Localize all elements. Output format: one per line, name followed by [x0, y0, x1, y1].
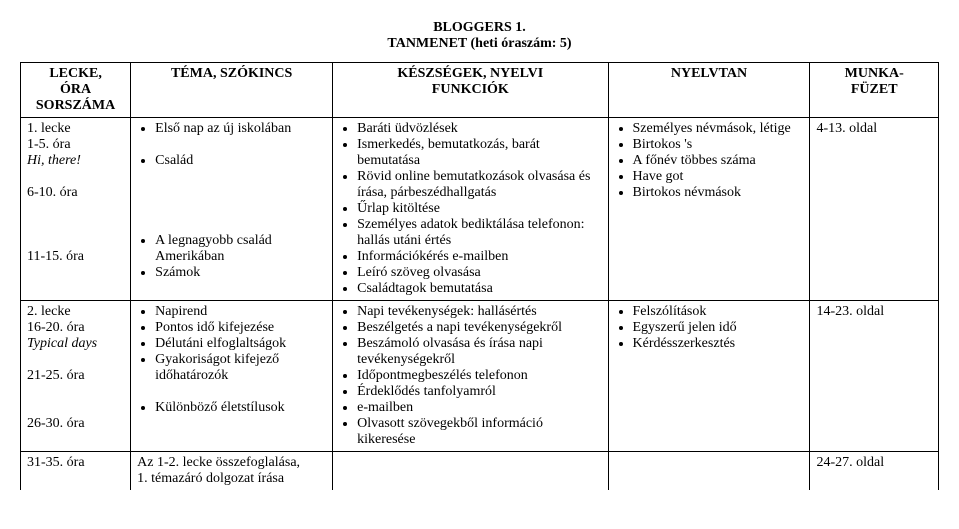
header-skills: KÉSZSÉGEK, NYELVI FUNKCIÓK [333, 63, 608, 118]
list-item: Olvasott szövegekből információ kikeresé… [357, 416, 601, 448]
list-item: Birtokos 's [633, 137, 804, 153]
header-workbook: MUNKA- FÜZET [810, 63, 939, 118]
list-item: Beszélgetés a napi tevékenységekről [357, 320, 601, 336]
cell-skills [333, 452, 608, 491]
lesson-text: Hi, there! [27, 153, 81, 168]
lesson-text: 6-10. óra [27, 185, 78, 200]
cell-skills: Baráti üdvözlések Ismerkedés, bemutatkoz… [333, 118, 608, 301]
list-item: Érdeklődés tanfolyamról [357, 384, 601, 400]
hdr-text: MUNKA- [845, 66, 904, 81]
list-item: Birtokos névmások [633, 185, 804, 201]
cell-lesson: 2. lecke 16-20. óra Typical days 21-25. … [21, 301, 131, 452]
list-item: Információkérés e-mailben [357, 249, 601, 265]
lesson-text: 1-5. óra [27, 137, 71, 152]
list-item: Első nap az új iskolában [155, 121, 326, 137]
table-header-row: LECKE, ÓRA SORSZÁMA TÉMA, SZÓKINCS KÉSZS… [21, 63, 939, 118]
hdr-text: SORSZÁMA [36, 98, 115, 113]
hdr-text: FÜZET [851, 82, 898, 97]
list-item: Napi tevékenységek: hallásértés [357, 304, 601, 320]
cell-text: 1. témazáró dolgozat írása [137, 471, 284, 486]
list-item: Leíró szöveg olvasása [357, 265, 601, 281]
curriculum-table: LECKE, ÓRA SORSZÁMA TÉMA, SZÓKINCS KÉSZS… [20, 62, 939, 491]
title-line-1: BLOGGERS 1. [20, 20, 939, 36]
list-item: Család [155, 153, 326, 169]
list-item: Egyszerű jelen idő [633, 320, 804, 336]
list-item: Pontos idő kifejezése [155, 320, 326, 336]
list-item: Have got [633, 169, 804, 185]
lesson-text: Typical days [27, 336, 97, 351]
list-item: Kérdésszerkesztés [633, 336, 804, 352]
lesson-text: 1. lecke [27, 121, 71, 136]
list-item: Gyakoriságot kifejező időhatározók [155, 352, 326, 384]
list-item: Napirend [155, 304, 326, 320]
list-item: Űrlap kitöltése [357, 201, 601, 217]
hdr-text: KÉSZSÉGEK, NYELVI [397, 66, 543, 81]
lesson-text: 26-30. óra [27, 416, 85, 431]
list-item: Beszámoló olvasása és írása napi tevéken… [357, 336, 601, 368]
list-item: Különböző életstílusok [155, 400, 326, 416]
cell-skills: Napi tevékenységek: hallásértés Beszélge… [333, 301, 608, 452]
header-topic: TÉMA, SZÓKINCS [131, 63, 333, 118]
cell-workbook: 14-23. oldal [810, 301, 939, 452]
list-item: Baráti üdvözlések [357, 121, 601, 137]
list-item: Délutáni elfoglaltságok [155, 336, 326, 352]
list-item: Időpontmegbeszélés telefonon [357, 368, 601, 384]
header-lesson: LECKE, ÓRA SORSZÁMA [21, 63, 131, 118]
cell-workbook: 24-27. oldal [810, 452, 939, 491]
list-item: e-mailben [357, 400, 601, 416]
list-item: Rövid online bemutatkozások olvasása és … [357, 169, 601, 201]
list-item: Családtagok bemutatása [357, 281, 601, 297]
cell-lesson: 31-35. óra [21, 452, 131, 491]
cell-grammar: Felszólítások Egyszerű jelen idő Kérdéss… [608, 301, 810, 452]
list-item: A főnév többes száma [633, 153, 804, 169]
cell-lesson: 1. lecke 1-5. óra Hi, there! 6-10. óra 1… [21, 118, 131, 301]
lesson-text: 16-20. óra [27, 320, 85, 335]
title-line-2: TANMENET (heti óraszám: 5) [20, 36, 939, 52]
header-grammar: NYELVTAN [608, 63, 810, 118]
cell-grammar [608, 452, 810, 491]
list-item: Ismerkedés, bemutatkozás, barát bemutatá… [357, 137, 601, 169]
list-item: Személyes névmások, létige [633, 121, 804, 137]
cell-topic: Napirend Pontos idő kifejezése Délutáni … [131, 301, 333, 452]
lesson-text: 21-25. óra [27, 368, 85, 383]
hdr-text: ÓRA [60, 82, 91, 97]
lesson-text: 11-15. óra [27, 249, 84, 264]
list-item: Számok [155, 265, 326, 281]
cell-text: Az 1-2. lecke összefoglalása, [137, 455, 300, 470]
hdr-text: FUNKCIÓK [432, 82, 509, 97]
lesson-text: 2. lecke [27, 304, 71, 319]
cell-grammar: Személyes névmások, létige Birtokos 's A… [608, 118, 810, 301]
list-item: A legnagyobb család Amerikában [155, 233, 326, 265]
table-row: 31-35. óra Az 1-2. lecke összefoglalása,… [21, 452, 939, 491]
cell-topic: Az 1-2. lecke összefoglalása, 1. témazár… [131, 452, 333, 491]
document-title: BLOGGERS 1. TANMENET (heti óraszám: 5) [20, 20, 939, 52]
list-item: Felszólítások [633, 304, 804, 320]
list-item: Személyes adatok bediktálása telefonon: … [357, 217, 601, 249]
hdr-text: LECKE, [49, 66, 102, 81]
cell-workbook: 4-13. oldal [810, 118, 939, 301]
cell-topic: Első nap az új iskolában Család A legnag… [131, 118, 333, 301]
table-row: 1. lecke 1-5. óra Hi, there! 6-10. óra 1… [21, 118, 939, 301]
table-row: 2. lecke 16-20. óra Typical days 21-25. … [21, 301, 939, 452]
